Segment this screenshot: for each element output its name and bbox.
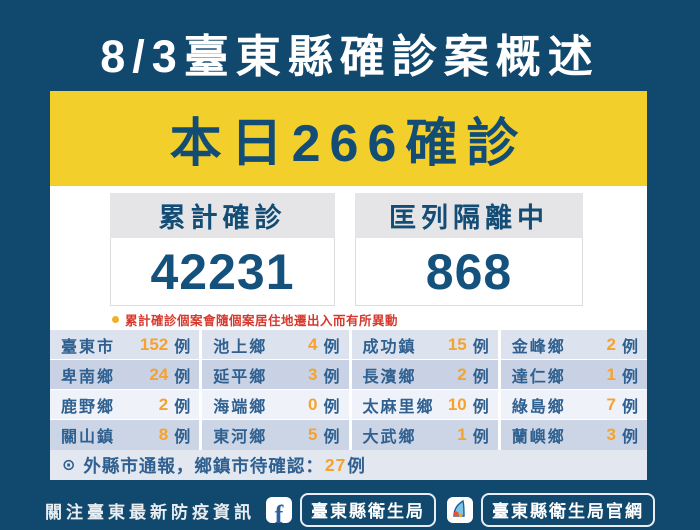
- case-unit: 例: [174, 429, 191, 446]
- table-cell: 關山鎮 8 例: [50, 420, 199, 450]
- case-count: 5: [308, 425, 318, 444]
- town-name: 達仁鄉: [511, 368, 566, 386]
- town-name: 臺東市: [61, 338, 116, 356]
- case-count: 1: [606, 364, 616, 384]
- case-unit: 例: [323, 368, 340, 386]
- table-cell: 長濱鄉 2 例: [348, 360, 498, 389]
- case-unit: 例: [621, 338, 638, 356]
- case-count: 8: [158, 425, 169, 444]
- footer: 關注臺東最新防疫資訊 f 臺東縣衛生局 臺東縣衛生局官網: [0, 492, 700, 528]
- case-count: 3: [606, 425, 616, 444]
- table-cell: 達仁鄉 1 例: [497, 360, 647, 389]
- table-row: 鹿野鄉 2 例 海端鄉 0 例 太麻里鄉 10 例 綠島鄉 7 例: [50, 390, 647, 420]
- case-unit: 例: [323, 429, 340, 446]
- case-count: 15: [447, 334, 467, 354]
- case-unit: 例: [621, 398, 638, 416]
- table-cell: 池上鄉 4 例: [199, 330, 348, 359]
- footnote-count: 27: [324, 454, 347, 475]
- website-label: 臺東縣衛生局官網: [481, 493, 655, 527]
- footer-caption: 關注臺東最新防疫資訊: [45, 502, 255, 522]
- table-cell: 綠島鄉 7 例: [497, 390, 647, 419]
- town-name: 太麻里鄉: [362, 398, 435, 416]
- main-panel: 本日266確診 累計確診 42231 匡列隔離中 868 累計確診個案會隨個案居…: [50, 91, 647, 480]
- footnote-bullet-icon: ⊙: [62, 457, 77, 474]
- table-cell: 蘭嶼鄉 3 例: [497, 420, 647, 450]
- case-unit: 例: [174, 368, 191, 386]
- case-unit: 例: [472, 368, 489, 386]
- footnote-text: 外縣市通報，鄉鎮市待確認：: [83, 455, 324, 476]
- case-count: 24: [149, 364, 169, 384]
- table-cell: 鹿野鄉 2 例: [50, 390, 199, 419]
- cumulative-note-text: 累計確診個案會隨個案居住地遷出入而有所異動: [125, 314, 399, 328]
- town-name: 池上鄉: [213, 338, 268, 356]
- town-name: 綠島鄉: [511, 398, 566, 416]
- case-unit: 例: [174, 398, 191, 416]
- town-name: 蘭嶼鄉: [511, 429, 566, 446]
- case-count: 4: [308, 334, 318, 354]
- table-cell: 金峰鄉 2 例: [497, 330, 647, 359]
- taitung-emblem-icon: [447, 497, 473, 523]
- case-unit: 例: [621, 368, 638, 386]
- case-unit: 例: [621, 429, 638, 446]
- case-unit: 例: [323, 398, 340, 416]
- footnote-unit: 例: [347, 455, 366, 476]
- town-name: 卑南鄉: [61, 368, 116, 386]
- facebook-icon: f: [266, 497, 292, 523]
- case-count: 2: [606, 334, 616, 354]
- daily-count-banner: 本日266確診: [50, 91, 647, 186]
- table-cell: 卑南鄉 24 例: [50, 360, 199, 389]
- stats-section: 累計確診 42231 匡列隔離中 868 累計確診個案會隨個案居住地遷出入而有所…: [50, 186, 647, 330]
- page-title: 8/3臺東縣確診案概述: [100, 31, 600, 82]
- facebook-label: 臺東縣衛生局: [300, 493, 436, 527]
- town-name: 東河鄉: [213, 429, 268, 446]
- town-name: 鹿野鄉: [61, 398, 116, 416]
- case-count: 10: [447, 394, 467, 414]
- case-count: 7: [606, 394, 616, 414]
- town-name: 關山鎮: [61, 429, 116, 446]
- table-cell: 成功鎮 15 例: [348, 330, 498, 359]
- town-name: 大武鄉: [362, 429, 417, 446]
- case-count: 2: [158, 394, 169, 414]
- table-cell: 延平鄉 3 例: [199, 360, 348, 389]
- table-row: 臺東市 152 例 池上鄉 4 例 成功鎮 15 例 金峰鄉 2 例: [50, 330, 647, 360]
- case-count: 3: [308, 364, 318, 384]
- case-unit: 例: [174, 338, 191, 356]
- website-link[interactable]: 臺東縣衛生局官網: [447, 493, 655, 527]
- case-count: 0: [308, 394, 318, 414]
- case-count: 152: [139, 334, 169, 354]
- bullet-dot-icon: [112, 316, 119, 323]
- table-cell: 臺東市 152 例: [50, 330, 199, 359]
- case-unit: 例: [472, 398, 489, 416]
- table-row: 關山鎮 8 例 東河鄉 5 例 大武鄉 1 例 蘭嶼鄉 3 例: [50, 420, 647, 450]
- town-name: 延平鄉: [213, 368, 268, 386]
- cumulative-note: 累計確診個案會隨個案居住地遷出入而有所異動: [112, 310, 398, 329]
- quarantine-label: 匡列隔離中: [355, 193, 583, 238]
- case-count: 2: [457, 364, 467, 384]
- facebook-link[interactable]: f 臺東縣衛生局: [266, 493, 436, 527]
- cumulative-cases-value: 42231: [110, 238, 335, 306]
- town-name: 長濱鄉: [362, 368, 417, 386]
- table-cell: 太麻里鄉 10 例: [348, 390, 498, 419]
- town-name: 金峰鄉: [511, 338, 566, 356]
- table-cell: 海端鄉 0 例: [199, 390, 348, 419]
- town-name: 海端鄉: [213, 398, 268, 416]
- table-cell: 東河鄉 5 例: [199, 420, 348, 450]
- case-unit: 例: [323, 338, 340, 356]
- table-row: 卑南鄉 24 例 延平鄉 3 例 長濱鄉 2 例 達仁鄉 1 例: [50, 360, 647, 390]
- cumulative-cases-card: 累計確診 42231: [110, 193, 335, 306]
- quarantine-card: 匡列隔離中 868: [355, 193, 583, 306]
- case-unit: 例: [472, 338, 489, 356]
- table-footnote: ⊙ 外縣市通報，鄉鎮市待確認： 27 例: [50, 450, 647, 480]
- case-unit: 例: [472, 429, 489, 446]
- cumulative-cases-label: 累計確診: [110, 193, 335, 238]
- town-name: 成功鎮: [362, 338, 417, 356]
- quarantine-value: 868: [355, 238, 583, 306]
- township-table: 臺東市 152 例 池上鄉 4 例 成功鎮 15 例 金峰鄉 2 例 卑南: [50, 330, 647, 480]
- table-cell: 大武鄉 1 例: [348, 420, 498, 450]
- case-count: 1: [457, 425, 467, 444]
